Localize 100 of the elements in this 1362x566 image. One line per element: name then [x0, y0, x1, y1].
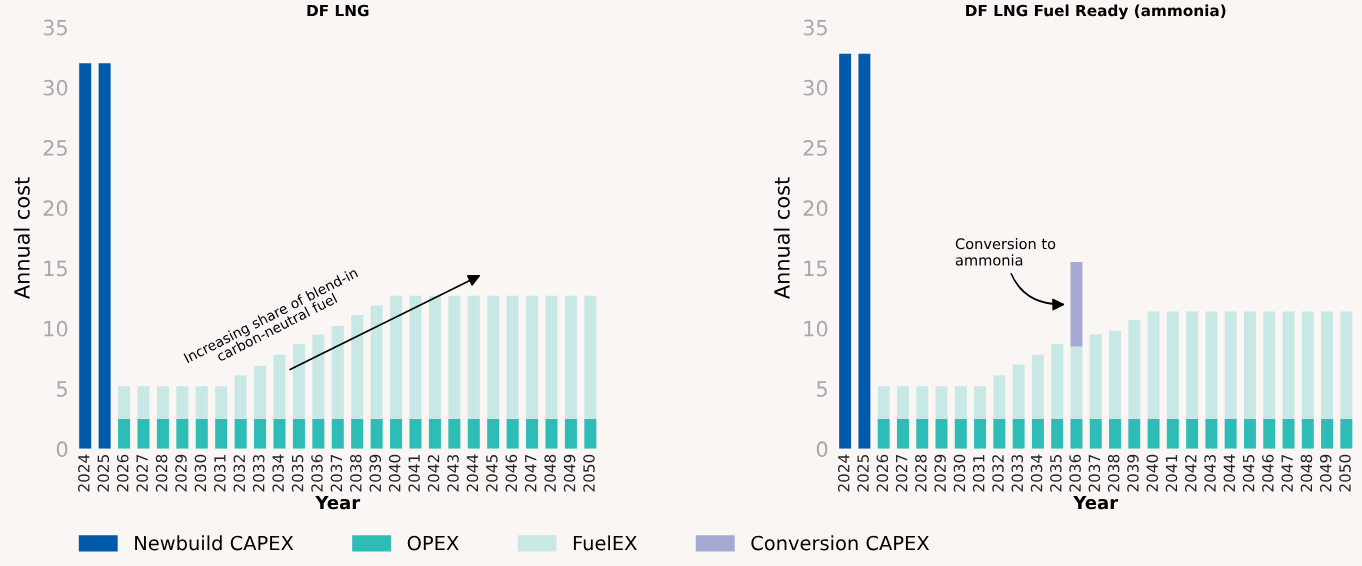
x-tick-label: 2033	[252, 454, 265, 492]
x-tick-label: 2046	[505, 454, 518, 492]
x-tick-label: 2037	[1088, 455, 1101, 492]
x-tick-label: 2030	[953, 454, 966, 492]
x-tick-label: 2027	[136, 455, 148, 492]
x-tick-label: 2032	[233, 455, 246, 492]
bar	[564, 418, 577, 449]
x-tick-label: 2024	[78, 454, 90, 492]
bar	[351, 315, 364, 419]
bar	[467, 295, 480, 419]
bar	[877, 386, 890, 419]
x-tick-label: 2039	[1127, 454, 1139, 492]
x-tick-label: 2036	[311, 454, 323, 492]
y-axis-title: Annual cost	[13, 177, 30, 299]
bar	[1070, 418, 1083, 449]
legend-label: Conversion CAPEX	[751, 535, 930, 551]
bar	[448, 418, 461, 449]
bar	[156, 386, 169, 419]
x-tick-label: 2033	[1011, 454, 1024, 492]
x-tick-label: 2028	[915, 454, 927, 492]
x-tick-label: 2041	[408, 455, 420, 492]
annotation: Conversion to ammonia	[955, 238, 1056, 266]
bar	[545, 418, 558, 449]
bar	[839, 53, 852, 449]
x-tick-label: 2043	[447, 454, 459, 492]
y-tick-label: 5	[817, 381, 827, 397]
bar	[487, 295, 500, 419]
bar	[98, 63, 111, 449]
x-tick-label: 2026	[116, 454, 129, 492]
bar	[254, 365, 267, 419]
bar	[428, 295, 441, 419]
y-axis-title: Annual cost	[773, 177, 790, 299]
chart-title: DF LNG	[307, 4, 369, 17]
bar	[1321, 418, 1334, 449]
bar	[974, 386, 987, 419]
bar	[1070, 346, 1083, 419]
bar	[448, 295, 461, 419]
bar	[195, 418, 208, 449]
x-tick-label: 2041	[1165, 455, 1178, 492]
bar	[1282, 311, 1295, 419]
y-tick-label: 20	[43, 200, 68, 217]
x-tick-label: 2049	[1319, 454, 1332, 492]
x-tick-label: 2043	[1204, 454, 1216, 492]
bar	[1340, 311, 1353, 419]
bar	[974, 418, 987, 449]
bar	[993, 375, 1006, 419]
bar	[1012, 364, 1025, 419]
bar	[954, 418, 967, 449]
bar	[877, 418, 890, 449]
bar	[896, 418, 909, 449]
x-tick-label: 2038	[1107, 454, 1120, 492]
bar	[1109, 418, 1121, 449]
x-tick-label: 2047	[524, 455, 537, 492]
bar	[584, 295, 597, 419]
bar	[234, 375, 247, 419]
bar	[1147, 418, 1160, 449]
bar	[1166, 311, 1179, 419]
bar	[1263, 311, 1276, 419]
bar	[370, 305, 383, 419]
bar	[254, 418, 267, 449]
bar	[1321, 311, 1334, 419]
bar	[215, 418, 228, 449]
bar	[351, 418, 364, 449]
y-tick-label: 30	[803, 79, 828, 96]
bar	[1205, 311, 1218, 419]
y-tick-label: 20	[803, 200, 828, 217]
bar	[1224, 418, 1237, 449]
x-tick-label: 2035	[1050, 455, 1062, 492]
x-tick-label: 2039	[369, 454, 382, 492]
x-tick-label: 2034	[272, 454, 284, 492]
x-tick-label: 2048	[544, 454, 556, 492]
bar	[1205, 418, 1218, 449]
bar	[1031, 418, 1044, 449]
bar	[1147, 311, 1160, 419]
bar	[564, 295, 577, 419]
bar	[292, 418, 305, 449]
y-tick-label: 25	[43, 140, 67, 156]
bar	[409, 418, 422, 449]
x-tick-label: 2026	[876, 454, 889, 492]
bar	[1243, 311, 1256, 419]
bar	[1051, 344, 1064, 419]
legend-label: OPEX	[407, 535, 459, 551]
bar	[1263, 418, 1276, 449]
bar	[1301, 418, 1314, 449]
bar	[1128, 319, 1141, 419]
y-tick-label: 10	[44, 320, 68, 337]
bar	[487, 418, 500, 449]
bar	[137, 386, 150, 419]
y-tick-label: 0	[816, 441, 828, 458]
bar	[1166, 418, 1179, 449]
bar	[390, 418, 403, 449]
y-tick-label: 5	[57, 381, 67, 397]
y-tick-label: 35	[43, 19, 67, 36]
x-tick-label: 2025	[97, 455, 110, 492]
x-tick-label: 2024	[837, 454, 850, 492]
bar	[156, 418, 169, 449]
bar	[545, 295, 558, 419]
x-tick-label: 2035	[291, 455, 304, 492]
x-tick-label: 2048	[1300, 454, 1313, 492]
bar	[916, 418, 929, 449]
